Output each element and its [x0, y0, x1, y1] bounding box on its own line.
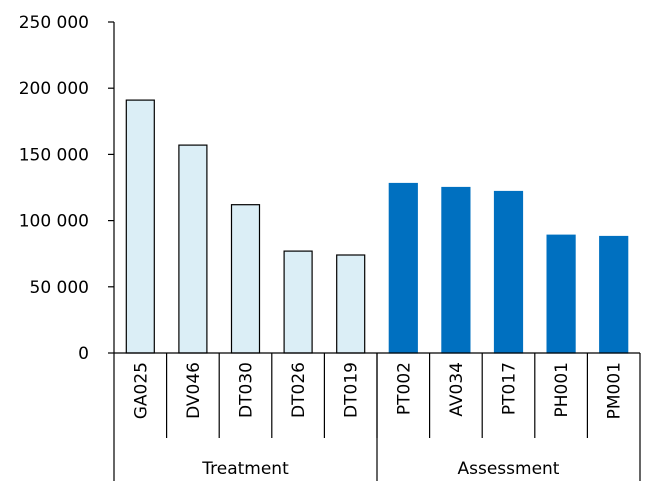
bar-av034 — [441, 186, 471, 354]
bar-pt017 — [493, 190, 524, 354]
y-tick-label: 200 000 — [19, 79, 89, 99]
y-tick-label: 50 000 — [30, 278, 89, 298]
bar-dt026 — [283, 250, 313, 354]
y-tick-label: 100 000 — [19, 212, 89, 232]
x-tick-label: DT019 — [342, 362, 362, 418]
x-tick-label: PH001 — [552, 362, 572, 417]
bar-dt030 — [230, 204, 261, 354]
bar-ph001 — [546, 234, 576, 354]
bar-pt002 — [388, 182, 418, 354]
y-axis: 0 50 000 100 000 150 000 200 000 250 000 — [19, 13, 115, 364]
bar-ga025 — [125, 99, 155, 354]
y-tick-label: 250 000 — [19, 13, 89, 33]
bar-pm001 — [599, 235, 629, 354]
group-label-treatment: Treatment — [201, 459, 289, 479]
x-tick-label: DT026 — [289, 362, 309, 418]
x-tick-label: GA025 — [131, 362, 151, 419]
x-axis: GA025 DV046 DT030 DT026 DT019 PT002 AV034 PT017… — [113, 352, 641, 481]
x-tick-label: AV034 — [447, 362, 467, 417]
x-tick-label: PT017 — [500, 362, 520, 415]
x-tick-label: PM001 — [605, 362, 625, 419]
y-tick-label: 150 000 — [19, 145, 89, 165]
x-tick-label: PT002 — [394, 362, 414, 415]
y-tick-label: 0 — [78, 344, 89, 364]
x-tick-label: DT030 — [237, 362, 257, 418]
bar-dv046 — [178, 144, 208, 354]
bar-dt019 — [336, 254, 366, 354]
x-tick-label: DV046 — [184, 362, 204, 419]
group-label-assessment: Assessment — [458, 459, 560, 479]
bars — [125, 99, 629, 354]
